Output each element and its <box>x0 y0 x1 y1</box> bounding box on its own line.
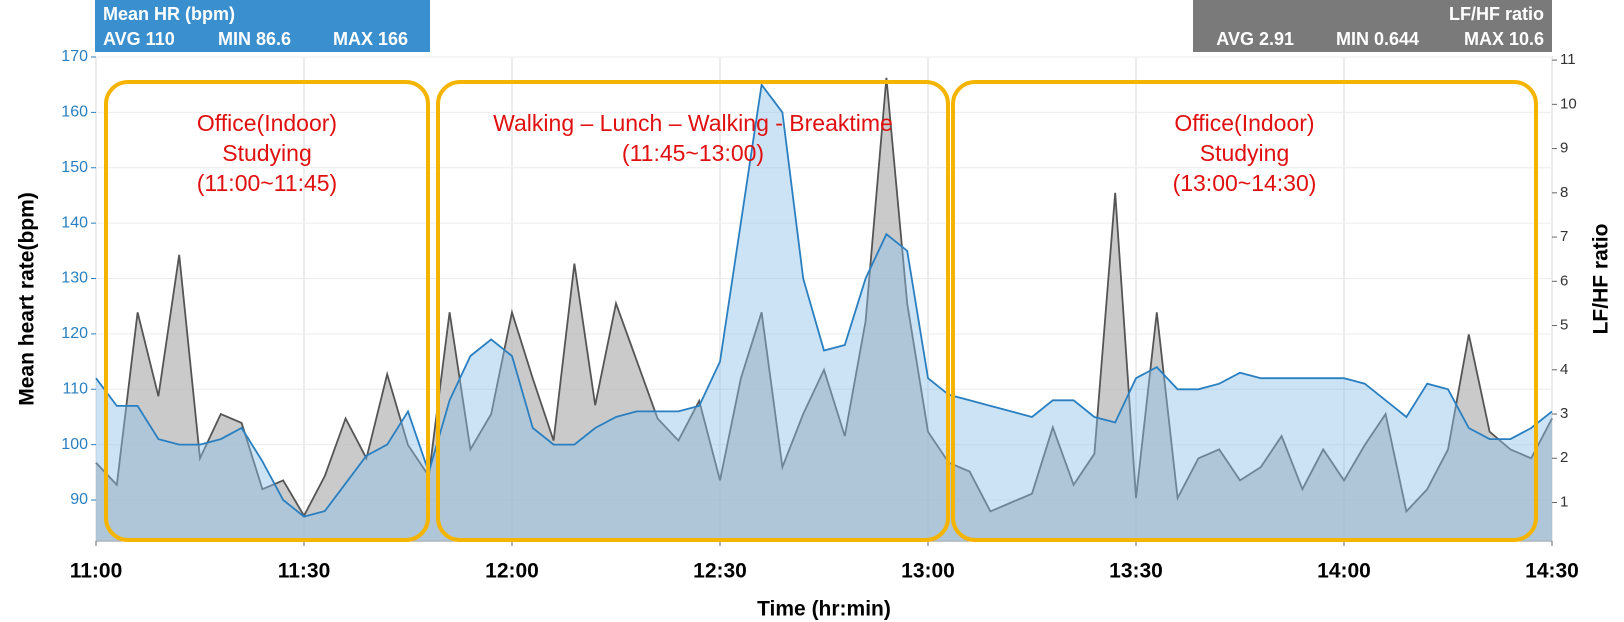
x-axis-label: Time (hr:min) <box>757 598 891 621</box>
annotation-text: Studying <box>1200 140 1290 166</box>
annotation-text: (11:00~11:45) <box>197 170 337 196</box>
y2-tick-label: 8 <box>1560 184 1568 201</box>
y-tick-label: 160 <box>61 104 88 121</box>
y2-tick-label: 5 <box>1560 317 1568 334</box>
x-tick-label: 12:30 <box>693 560 747 583</box>
y2-tick-label: 7 <box>1560 228 1568 245</box>
y-tick-label: 170 <box>61 48 88 65</box>
annotation-box <box>436 80 950 542</box>
y-tick-label: 150 <box>61 159 88 176</box>
header-box <box>1193 0 1552 52</box>
y2-tick-label: 9 <box>1560 140 1568 157</box>
annotation-box <box>104 80 430 542</box>
header-stat: AVG 2.91 <box>1216 29 1294 49</box>
x-tick-label: 11:30 <box>278 560 331 583</box>
header-title: LF/HF ratio <box>1449 4 1544 24</box>
y2-tick-label: 1 <box>1560 493 1568 510</box>
y-axis-label: Mean heart rate(bpm) <box>16 192 39 406</box>
area-fill <box>96 84 1552 541</box>
header-stat: MAX 10.6 <box>1464 29 1544 49</box>
series-line <box>95 77 1553 518</box>
y2-tick-label: 11 <box>1560 51 1576 68</box>
series-line <box>95 82 1553 518</box>
y2-tick-label: 2 <box>1560 449 1568 466</box>
y-tick-label: 110 <box>62 380 88 397</box>
annotation-text: Walking – Lunch – Walking - Breaktime <box>493 110 893 136</box>
annotation-box <box>951 80 1538 542</box>
y-tick-label: 120 <box>61 325 88 342</box>
annotation-text: Office(Indoor) <box>1174 110 1314 136</box>
y-tick-label: 100 <box>61 436 88 453</box>
header-stat: MIN 86.6 <box>218 29 291 49</box>
y-tick-label: 90 <box>70 491 88 508</box>
y2-tick-label: 4 <box>1560 361 1568 378</box>
area-fill <box>96 77 1552 542</box>
annotation-text: Studying <box>222 140 312 166</box>
header-title: Mean HR (bpm) <box>103 4 235 24</box>
header-box <box>95 0 430 52</box>
y-tick-label: 140 <box>61 214 88 231</box>
annotation-text: (13:00~14:30) <box>1173 170 1317 196</box>
annotation-text: (11:45~13:00) <box>622 140 764 166</box>
y2-axis-label: LF/HF ratio <box>1590 224 1613 335</box>
annotation-text: Office(Indoor) <box>197 110 337 136</box>
x-tick-label: 13:00 <box>901 560 955 583</box>
y-tick-label: 130 <box>61 270 88 287</box>
header-stat: AVG 110 <box>103 29 175 49</box>
x-tick-label: 11:00 <box>70 560 123 583</box>
y2-tick-label: 6 <box>1560 272 1568 289</box>
x-tick-label: 12:00 <box>485 560 539 583</box>
header-stat: MAX 166 <box>333 29 408 49</box>
x-tick-label: 14:00 <box>1317 560 1371 583</box>
x-tick-label: 14:30 <box>1525 560 1579 583</box>
y2-tick-label: 10 <box>1560 95 1577 112</box>
header-stat: MIN 0.644 <box>1336 29 1419 49</box>
x-tick-label: 13:30 <box>1109 560 1163 583</box>
y2-tick-label: 3 <box>1560 405 1568 422</box>
